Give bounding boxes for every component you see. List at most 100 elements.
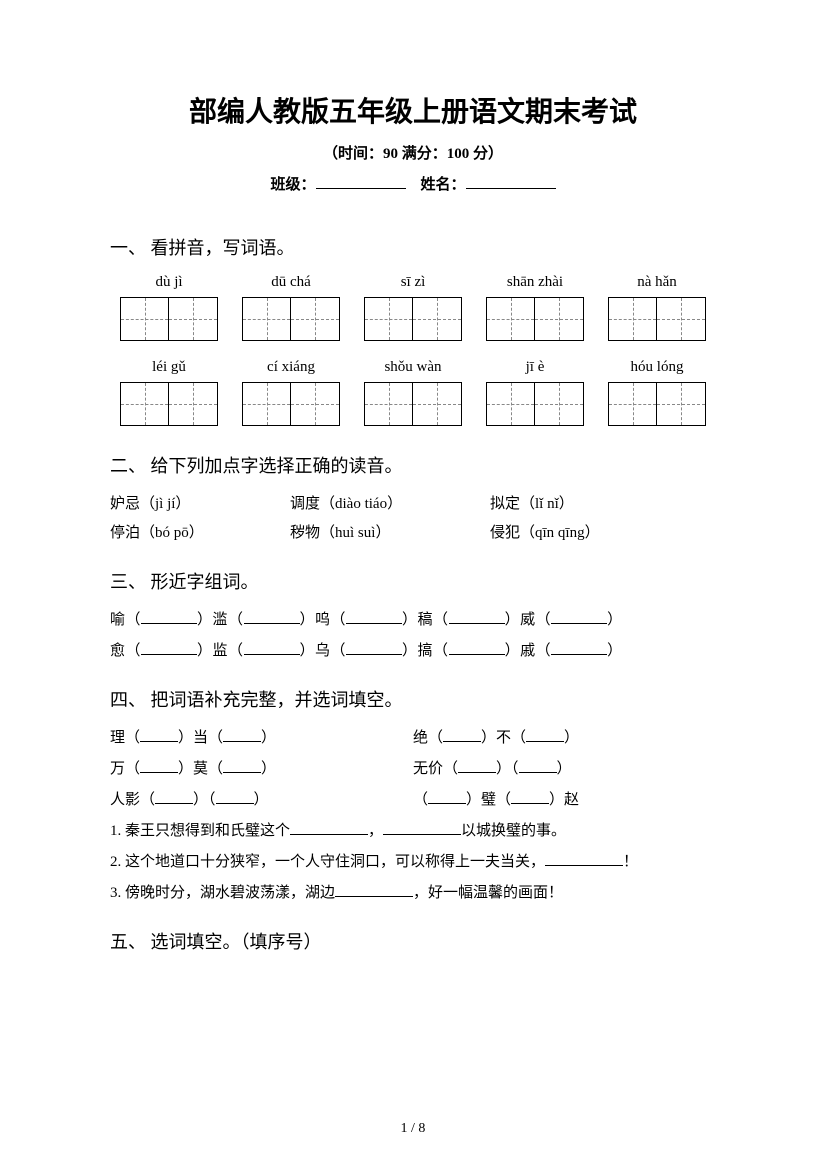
q2-text: 妒: [110, 496, 125, 512]
q4-text: 无价（: [413, 761, 458, 777]
char-box[interactable]: [608, 382, 706, 426]
q3-line: 愈（）监（）乌（）搞（）戚（）: [110, 639, 716, 660]
char-box[interactable]: [364, 382, 462, 426]
char-box[interactable]: [120, 297, 218, 341]
section-3-heading: 三、 形近字组词。: [110, 568, 716, 594]
blank[interactable]: [551, 609, 607, 624]
q4-text: ）: [564, 730, 579, 746]
section-1-heading: 一、 看拼音，写词语。: [110, 234, 716, 260]
q4-sentence: 2. 这个地道口十分狭窄，一个人守住洞口，可以称得上一夫当关，！: [110, 850, 716, 871]
blank[interactable]: [244, 640, 300, 655]
blank[interactable]: [140, 758, 178, 773]
q3-text: ）监（: [197, 643, 244, 659]
boxes-row-2: [110, 382, 716, 426]
q2-text: 忌（jì jí）: [125, 496, 190, 512]
q4-text: ）: [261, 761, 276, 777]
q3-line: 喻（）滥（）呜（）稿（）威（）: [110, 608, 716, 629]
pinyin-label: sī zì: [364, 274, 462, 291]
blank[interactable]: [141, 609, 197, 624]
class-blank[interactable]: [316, 174, 406, 189]
q4-text: ）赵: [549, 792, 579, 808]
blank[interactable]: [511, 789, 549, 804]
q3-text: ）搞（: [402, 643, 449, 659]
q4-row: 理（）当（） 绝（）不（）: [110, 726, 716, 747]
blank[interactable]: [383, 820, 461, 835]
section-4-heading: 四、 把词语补充完整，并选词填空。: [110, 686, 716, 712]
pinyin-label: hóu lóng: [608, 359, 706, 376]
q2-text: 停: [110, 525, 125, 541]
q4-text: ）当（: [178, 730, 223, 746]
q2-text: 拟: [490, 496, 505, 512]
q3-text: ）: [607, 643, 623, 659]
blank[interactable]: [443, 727, 481, 742]
blank[interactable]: [519, 758, 557, 773]
blank[interactable]: [335, 882, 413, 897]
q4-sentence: 1. 秦王只想得到和氏璧这个，以城换璧的事。: [110, 819, 716, 840]
q2-row: 妒忌（jì jí） 调度（diào tiáo） 拟定（lǐ nǐ）: [110, 492, 716, 513]
char-box[interactable]: [242, 297, 340, 341]
blank[interactable]: [155, 789, 193, 804]
char-box[interactable]: [364, 297, 462, 341]
blank[interactable]: [545, 851, 623, 866]
q2-text: 物（huì suì）: [305, 525, 390, 541]
boxes-row-1: [110, 297, 716, 341]
name-label: 姓名：: [421, 177, 466, 193]
name-blank[interactable]: [466, 174, 556, 189]
q4-text: 人影（: [110, 792, 155, 808]
student-info: 班级： 姓名：: [110, 173, 716, 194]
pinyin-row-1: dù jì dū chá sī zì shān zhài nà hǎn: [110, 274, 716, 291]
exam-title: 部编人教版五年级上册语文期末考试: [110, 90, 716, 130]
q4-text: 理（: [110, 730, 140, 746]
pinyin-label: nà hǎn: [608, 274, 706, 291]
pinyin-label: cí xiáng: [242, 359, 340, 376]
blank[interactable]: [551, 640, 607, 655]
char-box[interactable]: [242, 382, 340, 426]
q3-text: ）呜（: [300, 612, 347, 628]
pinyin-label: dū chá: [242, 274, 340, 291]
blank[interactable]: [346, 609, 402, 624]
pinyin-label: léi gǔ: [120, 359, 218, 376]
section-2-heading: 二、 给下列加点字选择正确的读音。: [110, 452, 716, 478]
blank[interactable]: [428, 789, 466, 804]
q2-text: 泊: [125, 525, 140, 541]
blank[interactable]: [223, 727, 261, 742]
blank[interactable]: [244, 609, 300, 624]
q4-text: ）莫（: [178, 761, 223, 777]
char-box[interactable]: [120, 382, 218, 426]
q4-text: 绝（: [413, 730, 443, 746]
class-label: 班级：: [270, 177, 315, 193]
q4-text: ）（: [496, 761, 519, 777]
exam-subtitle: （时间：90 满分：100 分）: [110, 142, 716, 163]
q4-text: ，: [368, 823, 383, 839]
blank[interactable]: [140, 727, 178, 742]
char-box[interactable]: [486, 297, 584, 341]
blank[interactable]: [141, 640, 197, 655]
blank[interactable]: [216, 789, 254, 804]
q4-sentence: 3. 傍晚时分，湖水碧波荡漾，湖边，好一幅温馨的画面！: [110, 881, 716, 902]
blank[interactable]: [290, 820, 368, 835]
q4-text: ）（: [193, 792, 216, 808]
q4-text: （: [413, 792, 428, 808]
blank[interactable]: [449, 609, 505, 624]
q4-text: ）不（: [481, 730, 526, 746]
q2-text: 犯（qīn qīng）: [505, 525, 600, 541]
char-box[interactable]: [486, 382, 584, 426]
q3-text: 喻（: [110, 612, 141, 628]
q2-row: 停泊（bó pō） 秽物（huì suì） 侵犯（qīn qīng）: [110, 521, 716, 542]
q4-text: ）: [557, 761, 572, 777]
q2-text: 度（diào tiáo）: [305, 496, 402, 512]
q3-text: ）: [607, 612, 623, 628]
blank[interactable]: [526, 727, 564, 742]
pinyin-row-2: léi gǔ cí xiáng shǒu wàn jī è hóu lóng: [110, 359, 716, 376]
q4-text: 以城换璧的事。: [461, 823, 566, 839]
q3-text: ）乌（: [300, 643, 347, 659]
q2-text: 定（lǐ nǐ）: [505, 496, 574, 512]
blank[interactable]: [449, 640, 505, 655]
blank[interactable]: [223, 758, 261, 773]
blank[interactable]: [458, 758, 496, 773]
char-box[interactable]: [608, 297, 706, 341]
q2-text: 侵: [490, 525, 505, 541]
blank[interactable]: [346, 640, 402, 655]
q4-text: ，好一幅温馨的画面！: [413, 885, 563, 901]
q3-text: ）滥（: [197, 612, 244, 628]
